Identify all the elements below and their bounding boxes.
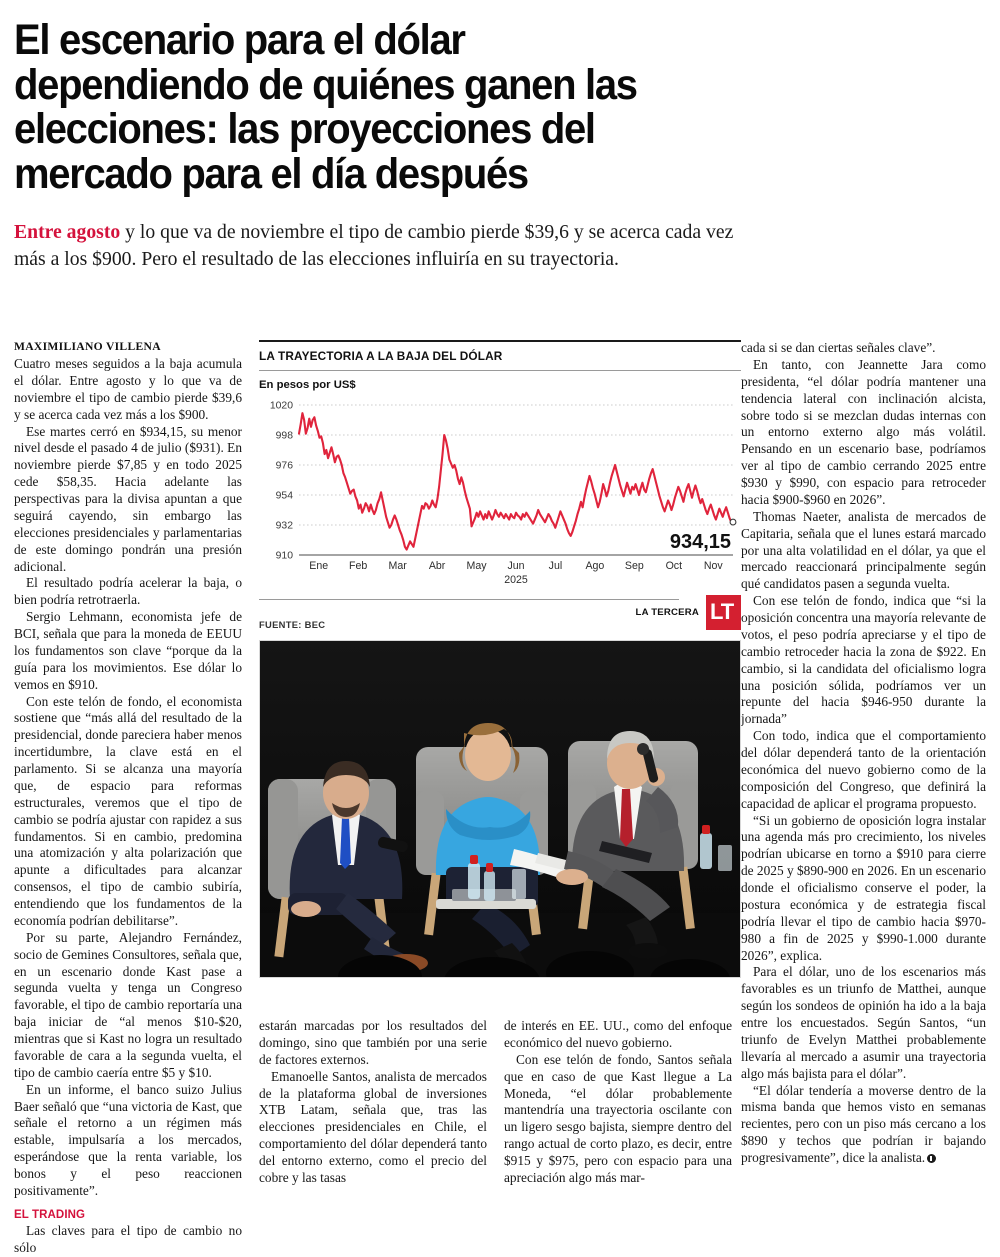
chart-rule-top — [259, 340, 741, 342]
chart-y-tick-label: 998 — [276, 431, 294, 442]
paragraph: cada si se dan ciertas señales clave”. — [741, 340, 936, 355]
under-photo-columns: estarán marcadas por los resultados del … — [14, 1018, 986, 1187]
standfirst-lede: Entre agosto — [14, 220, 121, 243]
article-columns: MAXIMILIANO VILLENA Cuatro meses seguido… — [14, 340, 986, 1255]
paragraph: El resultado podría acelerar la baja, o … — [14, 575, 242, 608]
chart-x-tick-label: Nov — [704, 560, 724, 572]
paragraph: Thomas Naeter, analista de mercados de C… — [741, 508, 986, 592]
chart-x-tick-label: Oct — [666, 560, 683, 572]
chart-x-tick-label: Mar — [389, 560, 408, 572]
column-left: MAXIMILIANO VILLENA Cuatro meses seguido… — [14, 340, 259, 1255]
column-center-left: estarán marcadas por los resultados del … — [259, 1018, 504, 1187]
paragraph: Sergio Lehmann, economista jefe de BCI, … — [14, 609, 242, 692]
byline: MAXIMILIANO VILLENA — [14, 340, 161, 353]
headline-line-1: El escenario para el dólar — [14, 16, 466, 64]
paragraph: de interés en EE. UU., como del enfoque … — [504, 1018, 732, 1050]
paragraph: Con este telón de fondo, el economista s… — [14, 693, 242, 928]
paragraph: “Si un gobierno de oposición logra insta… — [741, 812, 986, 963]
chart-y-tick-label: 976 — [276, 461, 294, 472]
chart-rule-bottom — [259, 599, 679, 600]
chart-source: FUENTE: BEC — [259, 619, 326, 630]
table-and-bottles — [436, 825, 732, 909]
newspaper-page: El escenario para el dólar dependiendo d… — [0, 18, 1000, 1255]
chart-plot-area: 910 932 954 976 998 1020 Ene Feb Mar Abr May Jun Jul… — [259, 397, 741, 593]
article-photo — [259, 640, 741, 978]
column-center-right: de interés en EE. UU., como del enfoque … — [504, 1018, 749, 1187]
chart-x-tick-label: Jun — [507, 560, 524, 572]
chart-data-line — [297, 412, 735, 551]
logo-text: LT — [710, 599, 734, 624]
paragraph: Ese martes cerró en $934,15, su menor ni… — [14, 423, 242, 574]
page-title: El escenario para el dólar dependiendo d… — [14, 18, 721, 197]
la-tercera-logo-icon: LT — [706, 595, 741, 630]
panel-photo-illustration — [260, 641, 740, 977]
headline-line-2: dependiendo de quiénes ganen las — [14, 60, 638, 109]
chart-rule-mid — [259, 370, 741, 371]
audience-silhouettes — [338, 951, 730, 977]
headline-line-4: mercado para el día después — [14, 150, 529, 199]
chart-y-tick-label: 932 — [276, 521, 294, 532]
chart-subtitle: En pesos por US$ — [259, 379, 356, 391]
paragraph: Emanoelle Santos, analista de mercados d… — [259, 1068, 487, 1185]
chart-x-tick-label: Jul — [549, 560, 563, 572]
chart-y-tick-label: 1020 — [270, 401, 293, 412]
chart-last-value-label: 934,15 — [670, 531, 731, 553]
paragraph: Las claves para el tipo de cambio no sól… — [14, 1222, 242, 1255]
paragraph: Por su parte, Alejandro Fernández, socio… — [14, 929, 242, 1080]
chart-x-axis-label: 2025 — [504, 574, 528, 586]
paragraph: Con ese telón de fondo, Santos señala qu… — [504, 1051, 732, 1185]
chart-x-tick-label: Ene — [309, 560, 328, 572]
chart-card: LA TRAYECTORIA A LA BAJA DEL DÓLAR En pe… — [259, 340, 741, 634]
paragraph: “El dólar tendería a moverse dentro de l… — [741, 1083, 986, 1167]
headline-line-3: elecciones: las proyecciones del — [14, 105, 596, 154]
chart-y-tick-label: 910 — [276, 551, 294, 562]
section-subhead-trading: EL TRADING — [14, 1208, 86, 1221]
paragraph: En tanto, con Jeannette Jara como presid… — [741, 356, 986, 507]
chart-x-tick-label: May — [467, 560, 488, 572]
chart-last-point-marker — [729, 518, 737, 526]
chart-x-tick-label: Ago — [585, 560, 604, 572]
brand-block: LA TERCERA LT — [636, 595, 741, 634]
chart-title: LA TRAYECTORIA A LA BAJA DEL DÓLAR — [259, 349, 503, 363]
column-center-wide: LA TRAYECTORIA A LA BAJA DEL DÓLAR En pe… — [259, 340, 741, 1180]
person-right — [556, 731, 685, 959]
brand-name: LA TERCERA — [635, 607, 699, 618]
paragraph: Con todo, indica que el comportamiento d… — [741, 728, 986, 811]
paragraph-text: “El dólar tendería a moverse dentro de l… — [741, 1082, 986, 1166]
chart-x-tick-label: Feb — [349, 560, 367, 572]
standfirst: Entre agosto y lo que va de noviembre el… — [14, 219, 763, 274]
paragraph: Con ese telón de fondo, indica que “si l… — [741, 593, 986, 727]
end-of-article-marker — [927, 1154, 937, 1163]
paragraph: Para el dólar, uno de los escenarios más… — [741, 964, 986, 1081]
paragraph: estarán marcadas por los resultados del … — [259, 1018, 487, 1067]
column-right: cada si se dan ciertas señales clave”. E… — [741, 340, 986, 1180]
chart-x-tick-label: Abr — [429, 560, 446, 572]
chart-x-tick-label: Sep — [625, 560, 644, 572]
dollar-trajectory-line-chart: 910 932 954 976 998 1020 Ene Feb Mar Abr May Jun Jul… — [270, 401, 737, 586]
paragraph: Cuatro meses seguidos a la baja acumula … — [14, 356, 242, 422]
chart-y-tick-label: 954 — [276, 491, 294, 502]
chart-footer: FUENTE: BEC LA TERCERA LT — [259, 595, 741, 634]
standfirst-rest: y lo que va de noviembre el tipo de camb… — [14, 220, 734, 271]
